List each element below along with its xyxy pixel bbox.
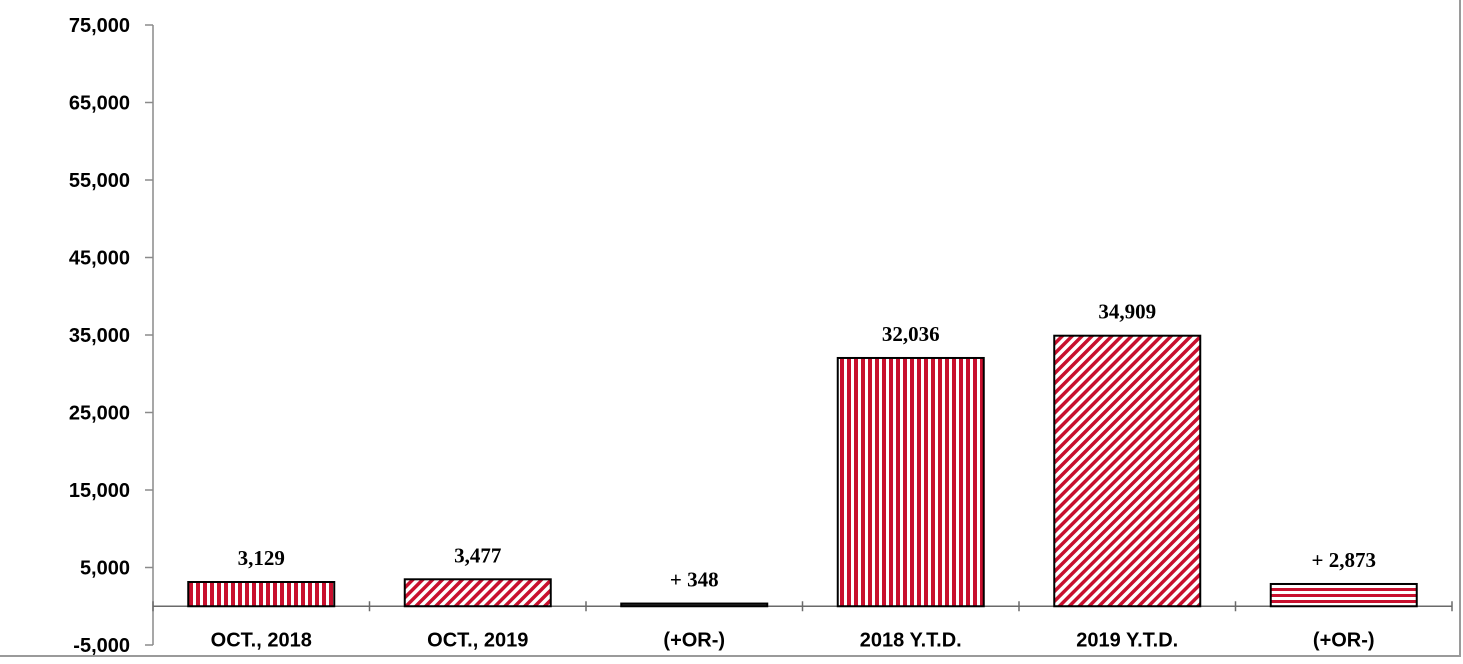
data-label: 34,909 xyxy=(1098,300,1156,324)
data-label: 32,036 xyxy=(882,322,940,346)
y-tick-label: 65,000 xyxy=(69,93,130,115)
bar xyxy=(187,581,336,608)
data-label: 3,477 xyxy=(454,543,501,567)
bar xyxy=(1269,582,1418,608)
y-tick-label: 75,000 xyxy=(69,15,130,37)
bar xyxy=(620,602,769,608)
data-label: + 348 xyxy=(670,568,719,592)
y-tick-label: 25,000 xyxy=(69,403,130,425)
x-tick-label: 2019 Y.T.D. xyxy=(1076,629,1178,651)
y-tick-label: 55,000 xyxy=(69,170,130,192)
y-tick-label: 45,000 xyxy=(69,248,130,270)
y-tick-label: 35,000 xyxy=(69,325,130,347)
x-tick-label: 2018 Y.T.D. xyxy=(860,629,962,651)
bar xyxy=(403,578,552,608)
bar xyxy=(1053,334,1202,608)
data-label: + 2,873 xyxy=(1312,548,1376,572)
x-tick-label: OCT., 2019 xyxy=(427,629,528,651)
x-tick-label: (+OR-) xyxy=(663,629,725,651)
axes: 75,000 65,000 55,000 45,000 35,000 25,000 15,0… xyxy=(69,15,1453,657)
bars xyxy=(187,334,1418,608)
x-tick-label: OCT., 2018 xyxy=(211,629,312,651)
x-tick-label: (+OR-) xyxy=(1313,629,1375,651)
y-tick-label: 5,000 xyxy=(80,558,130,580)
labels: 3,129 OCT., 2018 3,477 OCT., 2019 + 348 (+OR-… xyxy=(211,300,1376,652)
y-tick-label: 15,000 xyxy=(69,480,130,502)
y-tick-label: -5,000 xyxy=(73,635,130,657)
data-label: 3,129 xyxy=(238,546,285,570)
bar xyxy=(836,356,985,608)
